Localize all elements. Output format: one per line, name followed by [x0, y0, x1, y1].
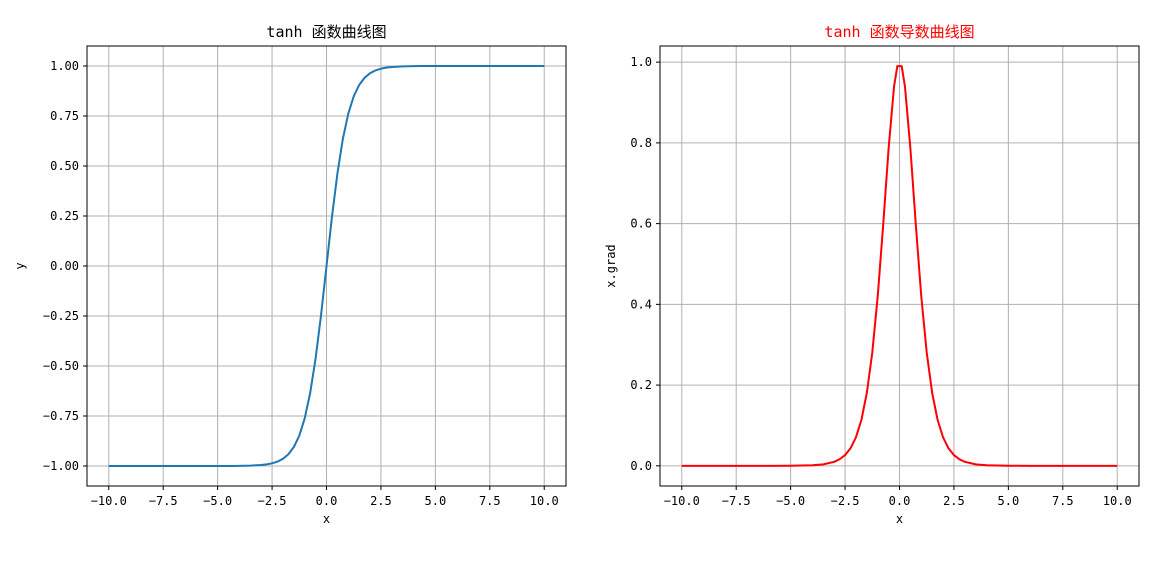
x-tick-label: 10.0: [530, 494, 559, 508]
y-axis-label: x.grad: [604, 244, 618, 287]
y-tick-label: −1.00: [43, 459, 79, 473]
y-tick-label: −0.25: [43, 309, 79, 323]
x-tick-label: −7.5: [149, 494, 178, 508]
x-tick-label: 2.5: [370, 494, 392, 508]
x-axis-label: x: [896, 512, 903, 526]
x-tick-label: 0.0: [889, 494, 911, 508]
x-tick-label: −7.5: [722, 494, 751, 508]
x-tick-label: 7.5: [1052, 494, 1074, 508]
y-tick-label: 0.4: [630, 297, 652, 311]
x-tick-label: −2.5: [831, 494, 860, 508]
x-tick-label: 7.5: [479, 494, 501, 508]
x-tick-label: −5.0: [203, 494, 232, 508]
x-tick-label: 5.0: [998, 494, 1020, 508]
x-tick-label: 2.5: [943, 494, 965, 508]
x-tick-label: −2.5: [258, 494, 287, 508]
x-tick-label: 10.0: [1103, 494, 1132, 508]
y-tick-label: 0.8: [630, 136, 652, 150]
y-tick-label: 0.6: [630, 217, 652, 231]
x-tick-label: 0.0: [316, 494, 338, 508]
x-tick-label: −5.0: [776, 494, 805, 508]
x-tick-label: −10.0: [91, 494, 127, 508]
x-axis-label: x: [323, 512, 330, 526]
x-tick-label: −10.0: [664, 494, 700, 508]
y-tick-label: 1.0: [630, 55, 652, 69]
series-line: [681, 65, 1118, 467]
y-tick-label: 1.00: [50, 59, 79, 73]
y-tick-label: −0.50: [43, 359, 79, 373]
y-tick-label: 0.75: [50, 109, 79, 123]
x-tick-label: 5.0: [425, 494, 447, 508]
tanh-chart: −10.0 −7.5 −5.0 −2.5 0.0 2.5 5.0 7.5 10.0 1.00 0.7…: [13, 23, 567, 526]
y-tick-label: 0.00: [50, 259, 79, 273]
series-line: [108, 65, 545, 467]
y-tick-label: 0.25: [50, 209, 79, 223]
y-tick-label: 0.0: [630, 459, 652, 473]
tanh-derivative-chart: −10.0 −7.5 −5.0 −2.5 0.0 2.5 5.0 7.5 10.0 1.0 0.8 0…: [604, 23, 1140, 526]
y-tick-label: 0.2: [630, 378, 652, 392]
y-axis-label: y: [13, 262, 27, 269]
chart-title: tanh 函数曲线图: [266, 23, 386, 41]
chart-title: tanh 函数导数曲线图: [824, 23, 974, 41]
y-tick-label: −0.75: [43, 409, 79, 423]
y-tick-label: 0.50: [50, 159, 79, 173]
